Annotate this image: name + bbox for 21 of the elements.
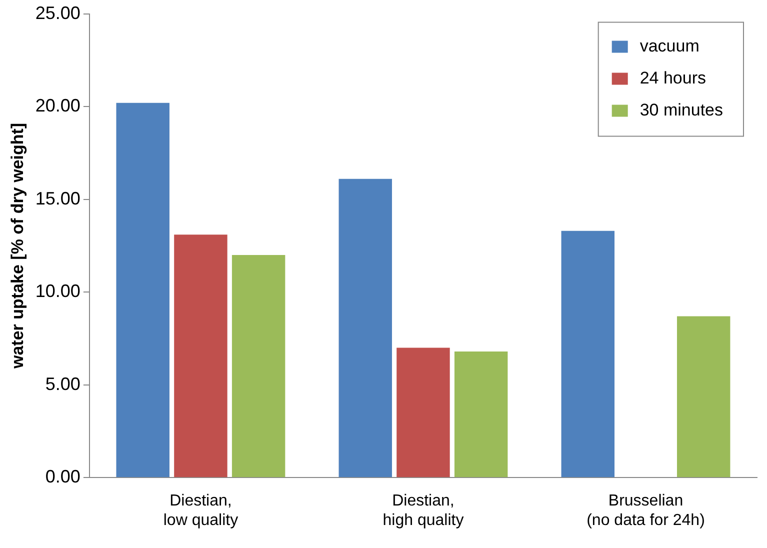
bar <box>396 348 450 478</box>
bar <box>174 234 228 478</box>
bar <box>676 316 730 478</box>
bar <box>232 254 286 478</box>
bar <box>561 230 614 478</box>
x-tick-label: Diestian, low quality <box>163 492 238 529</box>
y-tick-label: 15.00 <box>35 188 80 208</box>
bar <box>116 102 170 478</box>
legend-label: vacuum <box>640 36 700 56</box>
y-tick-label: 10.00 <box>35 281 80 302</box>
y-tick-label: 5.00 <box>45 374 80 394</box>
y-axis-title: water uptake [% of dry weight] <box>8 122 27 370</box>
y-tick-label: 25.00 <box>35 2 80 23</box>
y-tick-label: 0.00 <box>45 466 80 487</box>
legend-label: 30 minutes <box>640 100 724 120</box>
x-tick-label: Brusselian (no data for 24h) <box>586 492 705 529</box>
legend-label: 24 hours <box>640 68 706 88</box>
x-tick-label: Diestian, high quality <box>382 492 464 529</box>
bar <box>338 178 392 478</box>
y-tick-label: 20.00 <box>35 96 80 116</box>
bar <box>454 351 508 478</box>
